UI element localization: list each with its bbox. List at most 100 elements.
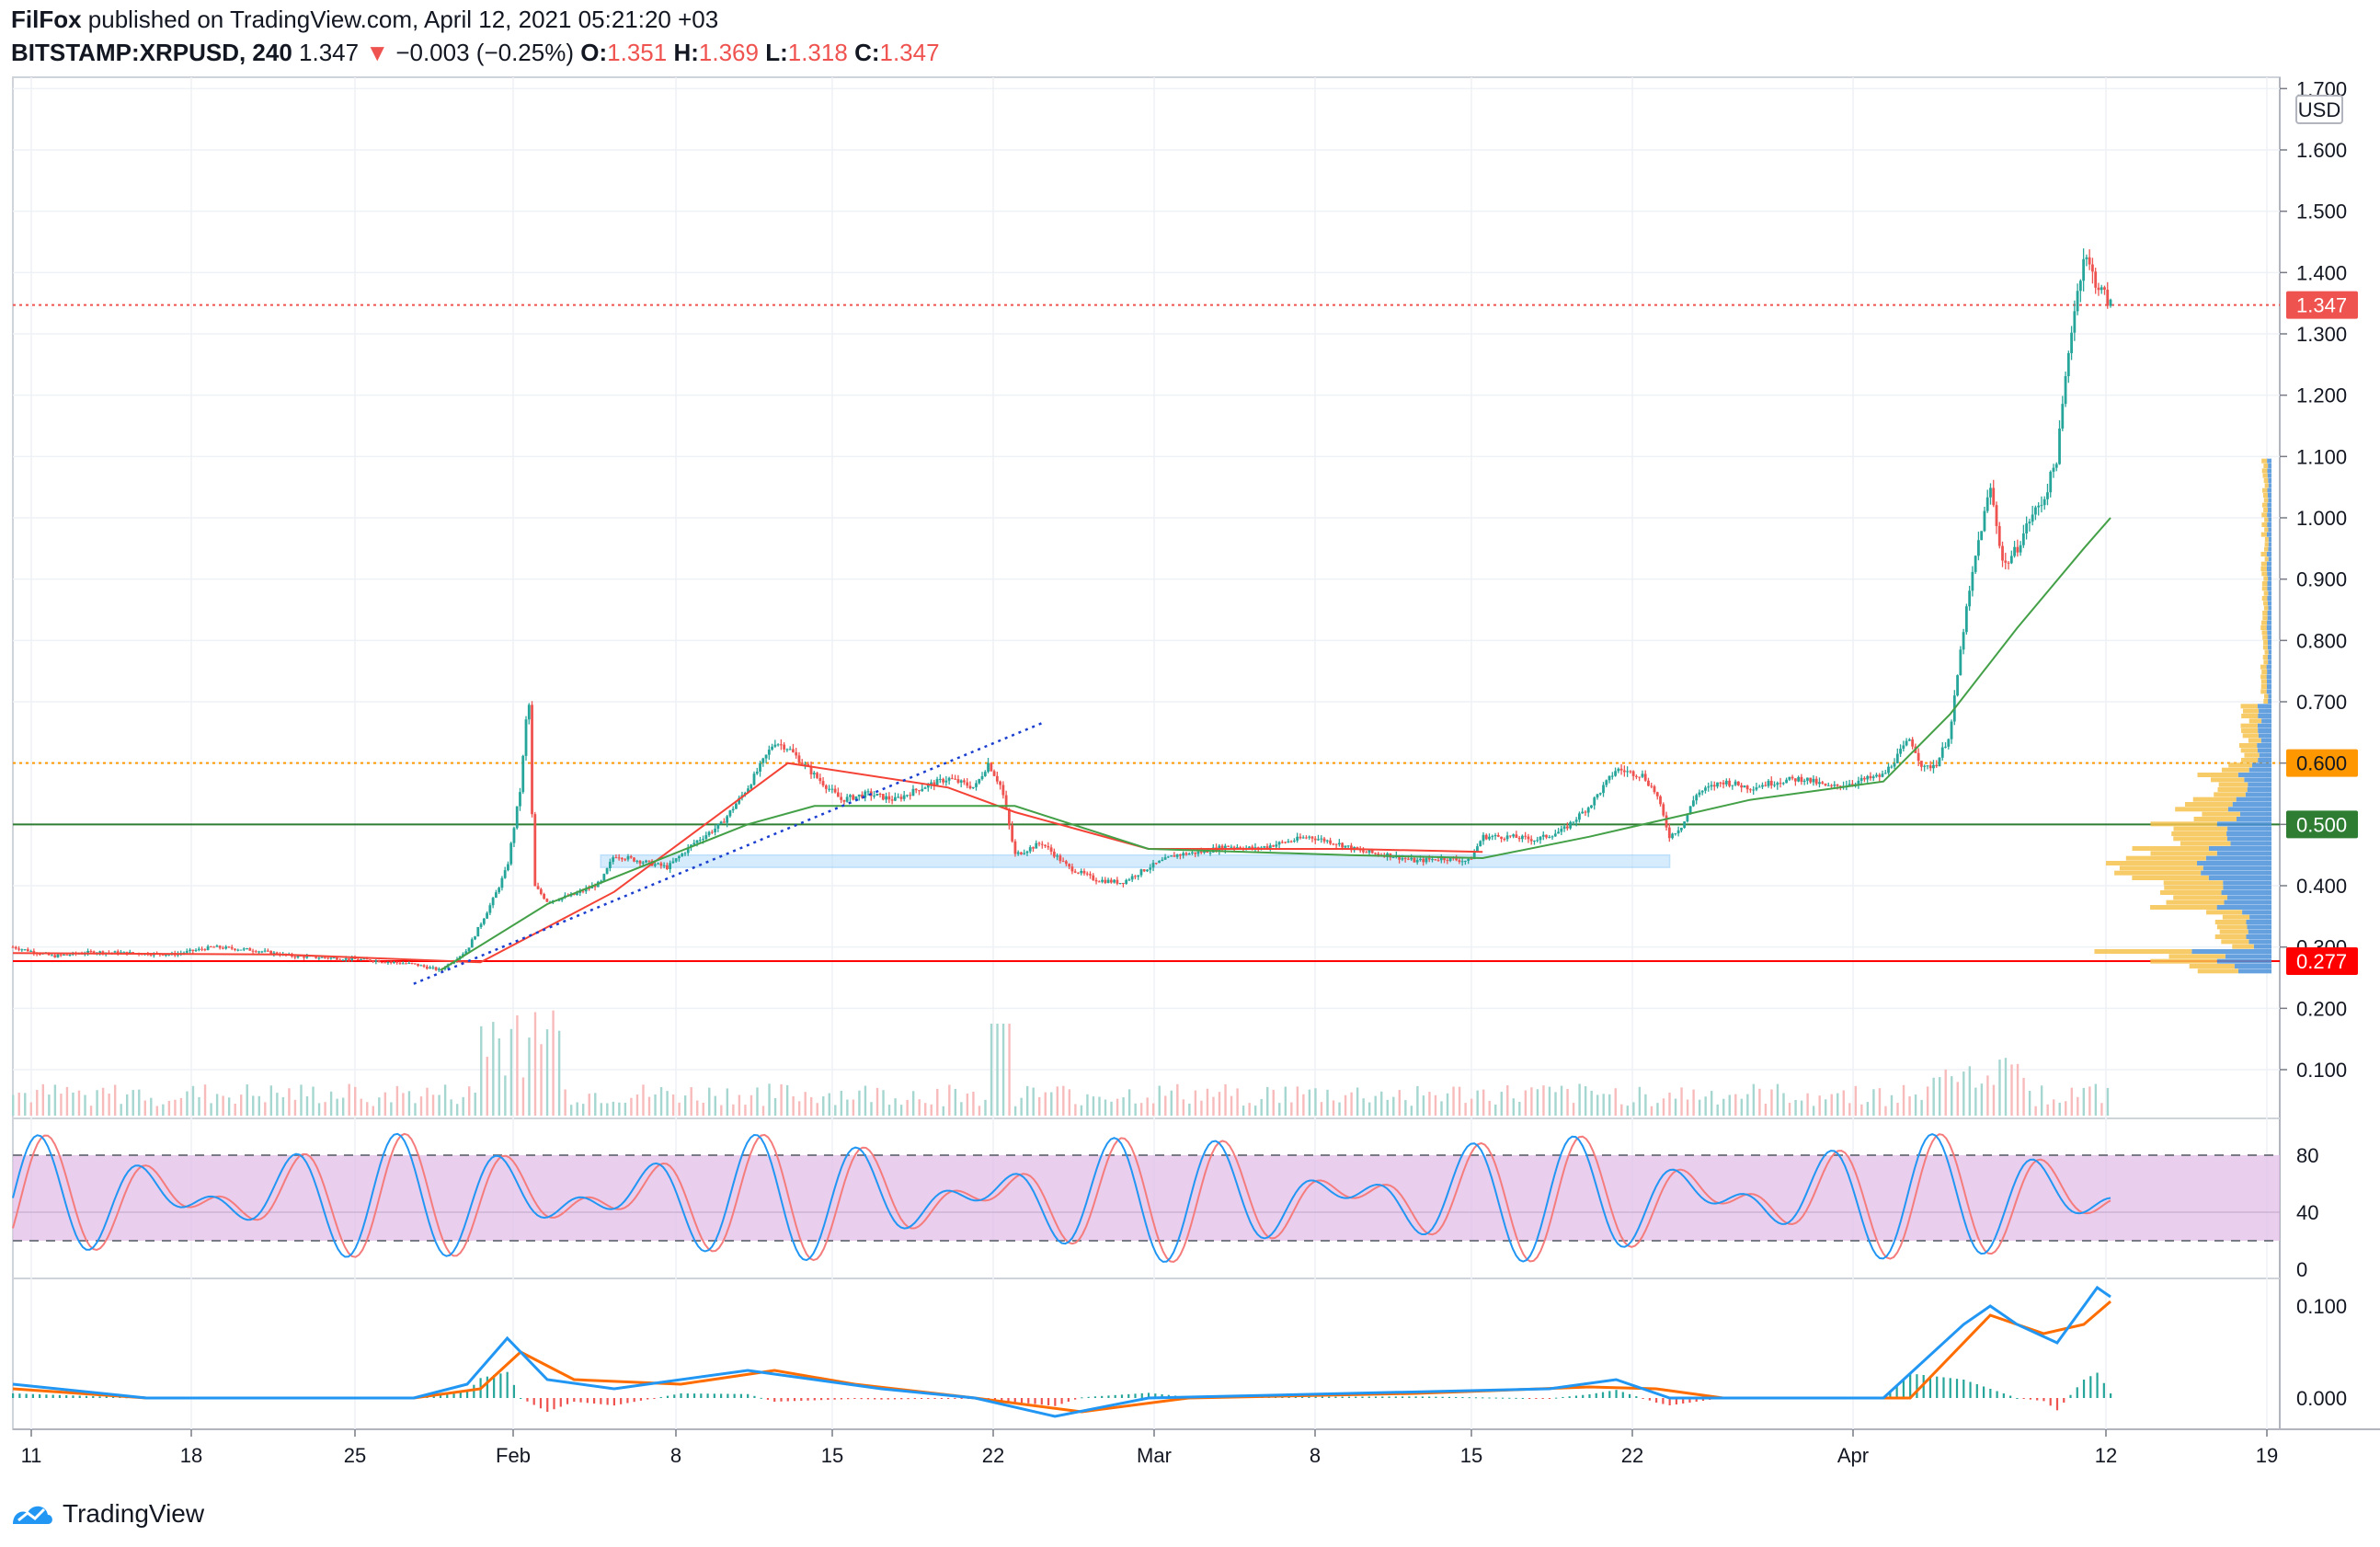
macd-histogram-bar [913,1398,916,1400]
volume-bar [366,1102,369,1116]
volume-bar [167,1100,171,1116]
volume-bar [480,1026,483,1116]
trendline[interactable] [413,722,1043,985]
price-axis[interactable]: 1.7001.6001.5001.4001.3001.2001.1001.000… [2280,77,2347,1410]
macd-histogram-bar [45,1394,48,1398]
candle-body [1541,834,1545,837]
volume-bar [1878,1088,1882,1116]
volume-bar [29,1102,32,1116]
candle-body [1049,847,1053,852]
candle-body [975,783,978,787]
volume-bar [1139,1103,1143,1116]
macd-histogram-bar [1321,1396,1324,1398]
volume-bar [1968,1066,1972,1116]
candle-body [332,957,336,959]
vp-bar-yellow [2242,733,2259,739]
candle-body [1434,859,1437,861]
candle-body [749,785,753,789]
candle-body [816,773,818,778]
vp-bar-blue [2223,880,2271,886]
candle-body [1089,874,1092,876]
price-tick-label: 0.200 [2296,997,2347,1020]
vp-bar-blue [2268,542,2271,547]
volume-bar [1470,1098,1473,1116]
candle-body [326,957,330,959]
macd-histogram-bar [874,1398,876,1400]
volume-bar [336,1098,338,1116]
volume-bar [1914,1094,1917,1116]
volume-bar [372,1106,374,1116]
candle-body [1574,819,1578,822]
vp-bar-blue [2268,483,2271,488]
volume-bar [1728,1094,1731,1116]
candle-body [1871,776,1875,779]
vp-bar-yellow [2214,934,2247,939]
candle-body [1809,777,1813,783]
macd-histogram-bar [680,1393,682,1398]
candle-body [212,946,216,948]
candle-body [1569,821,1573,829]
volume-bars [12,1010,2110,1116]
candle-body [1818,782,1821,785]
vp-bar-yellow [2262,473,2268,478]
candle-body [503,870,507,878]
author-name[interactable]: FilFox [11,6,82,33]
candle-body [1581,811,1585,814]
currency-label-box[interactable] [2295,95,2343,124]
candle-body [1971,571,1974,591]
volume-bar [89,1106,93,1116]
volume-bar [1686,1099,1689,1116]
candle-body [797,755,801,763]
candle-body [1013,841,1017,854]
price-tick-label: 1.200 [2296,384,2347,407]
candle-body [1232,846,1236,848]
candle-body [629,856,633,858]
candle-body [1142,869,1146,872]
macd-histogram-bar [1922,1375,1925,1398]
macd-histogram-bar [2042,1398,2045,1402]
symbol-name[interactable]: BITSTAMP:XRPUSD, 240 [11,39,292,66]
candle-body [2109,299,2112,306]
candle-body [539,888,543,894]
volume-bar [77,1090,81,1116]
vp-bar-blue [2266,674,2271,680]
candle-body [1500,836,1503,840]
candle-body [992,771,996,776]
volume-bar [509,1028,513,1116]
time-axis[interactable]: 11 18 25 Feb 8 15 22 Mar 8 15 22 Apr 12 19 [21,1429,2279,1467]
time-tick-label: 11 [21,1444,42,1467]
macd-histogram-bar [960,1398,963,1399]
vp-bar-blue [2248,767,2271,773]
volume-bar [828,1093,830,1116]
candle-body [2066,352,2070,376]
volume-bar [1806,1093,1809,1116]
candle-body [1779,783,1782,785]
volume-bar [1722,1098,1725,1116]
vp-bar-blue [2268,478,2271,483]
candle-body [947,777,951,781]
candle-body [1655,792,1659,796]
vp-bar-blue [2267,645,2271,650]
volume-bar [960,1102,963,1116]
candle-body [470,939,474,948]
candle-body [726,816,729,823]
candle-body [1044,844,1047,846]
vp-bar-yellow [2150,821,2217,827]
vp-bar-blue [2253,944,2271,949]
vp-bar-blue [2201,870,2271,876]
candle-body [1082,870,1086,874]
tradingview-brand[interactable]: TradingView [11,1499,204,1529]
vp-bar-blue [2266,552,2271,556]
vp-bar-yellow [2171,831,2227,836]
candle-body [206,945,210,950]
volume-bar [612,1101,615,1116]
candle-body [906,795,909,796]
low-value: 1.318 [787,39,848,66]
candle-body [1752,789,1756,791]
candle-body [828,788,830,790]
candle-body [1517,837,1521,840]
macd-histogram-bar [1528,1398,1531,1399]
candle-body [1203,850,1206,854]
volume-bar [1212,1096,1215,1116]
